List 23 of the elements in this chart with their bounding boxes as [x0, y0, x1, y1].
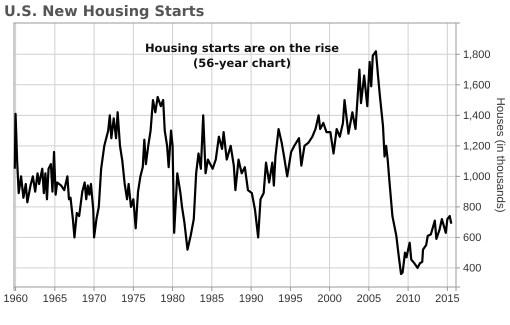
y-tick-label: 600	[463, 232, 482, 244]
y-tick-label: 800	[463, 201, 482, 214]
x-tick-label: 2015	[435, 292, 460, 305]
x-tick-label: 1960	[3, 292, 28, 305]
chart-title: U.S. New Housing Starts	[4, 4, 204, 20]
y-tick-label: 1,000	[463, 170, 491, 183]
y-tick-label: 1,600	[463, 79, 491, 92]
x-tick-label: 1975	[121, 292, 146, 305]
y-axis-title: Houses (in thousands)	[494, 97, 506, 213]
x-tick-label: 2000	[317, 292, 342, 305]
y-tick-label: 1,400	[463, 110, 491, 122]
annotation: Housing starts are on the rise (56-year chart)	[144, 41, 340, 70]
y-tick-label: 1,800	[463, 48, 491, 61]
y-tick-label: 400	[463, 262, 482, 274]
x-tick-label: 2010	[396, 292, 420, 305]
x-tick-label: 2005	[356, 292, 382, 305]
y-tick-label: 1,200	[463, 140, 491, 152]
x-tick-label: 1995	[278, 292, 303, 305]
x-tick-label: 1965	[42, 292, 68, 305]
x-tick-label: 1970	[82, 292, 106, 305]
x-tick-label: 1990	[238, 292, 264, 305]
x-tick-label: 1980	[160, 292, 185, 305]
x-tick-label: 1985	[200, 292, 224, 305]
